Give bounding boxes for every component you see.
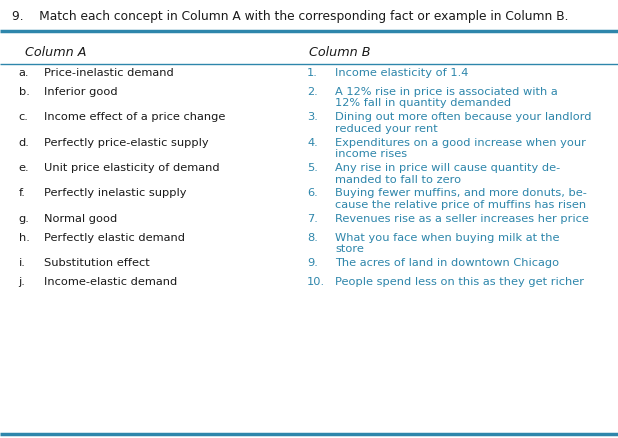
Text: 6.: 6.: [307, 188, 318, 198]
Text: Any rise in price will cause quantity de-
manded to fall to zero: Any rise in price will cause quantity de…: [335, 163, 560, 184]
Text: Revenues rise as a seller increases her price: Revenues rise as a seller increases her …: [335, 214, 589, 224]
Text: Normal good: Normal good: [44, 214, 118, 224]
Text: A 12% rise in price is associated with a
12% fall in quantity demanded: A 12% rise in price is associated with a…: [335, 87, 557, 108]
Text: People spend less on this as they get richer: People spend less on this as they get ri…: [335, 277, 584, 287]
Text: What you face when buying milk at the
store: What you face when buying milk at the st…: [335, 233, 559, 254]
Text: 3.: 3.: [307, 112, 318, 122]
Text: h.: h.: [19, 233, 30, 243]
Text: Income effect of a price change: Income effect of a price change: [44, 112, 226, 122]
Text: g.: g.: [19, 214, 30, 224]
Text: Dining out more often because your landlord
reduced your rent: Dining out more often because your landl…: [335, 112, 591, 134]
Text: b.: b.: [19, 87, 30, 97]
Text: f.: f.: [19, 188, 25, 198]
Text: 5.: 5.: [307, 163, 318, 173]
Text: 9.    Match each concept in Column A with the corresponding fact or example in C: 9. Match each concept in Column A with t…: [12, 10, 569, 23]
Text: Column A: Column A: [25, 46, 87, 59]
Text: 8.: 8.: [307, 233, 318, 243]
Text: Substitution effect: Substitution effect: [44, 258, 150, 268]
Text: j.: j.: [19, 277, 25, 287]
Text: Perfectly price-elastic supply: Perfectly price-elastic supply: [44, 138, 209, 148]
Text: Buying fewer muffins, and more donuts, be-
cause the relative price of muffins h: Buying fewer muffins, and more donuts, b…: [335, 188, 587, 210]
Text: 2.: 2.: [307, 87, 318, 97]
Text: The acres of land in downtown Chicago: The acres of land in downtown Chicago: [335, 258, 559, 268]
Text: Perfectly elastic demand: Perfectly elastic demand: [44, 233, 185, 243]
Text: 1.: 1.: [307, 68, 318, 78]
Text: c.: c.: [19, 112, 28, 122]
Text: Column B: Column B: [309, 46, 371, 59]
Text: 9.: 9.: [307, 258, 318, 268]
Text: Price-inelastic demand: Price-inelastic demand: [44, 68, 174, 78]
Text: 7.: 7.: [307, 214, 318, 224]
Text: d.: d.: [19, 138, 30, 148]
Text: Income elasticity of 1.4: Income elasticity of 1.4: [335, 68, 468, 78]
Text: Perfectly inelastic supply: Perfectly inelastic supply: [44, 188, 187, 198]
Text: e.: e.: [19, 163, 29, 173]
Text: 4.: 4.: [307, 138, 318, 148]
Text: Inferior good: Inferior good: [44, 87, 118, 97]
Text: Income-elastic demand: Income-elastic demand: [44, 277, 178, 287]
Text: Expenditures on a good increase when your
income rises: Expenditures on a good increase when you…: [335, 138, 586, 159]
Text: a.: a.: [19, 68, 29, 78]
Text: Unit price elasticity of demand: Unit price elasticity of demand: [44, 163, 220, 173]
Text: 10.: 10.: [307, 277, 325, 287]
Text: i.: i.: [19, 258, 25, 268]
